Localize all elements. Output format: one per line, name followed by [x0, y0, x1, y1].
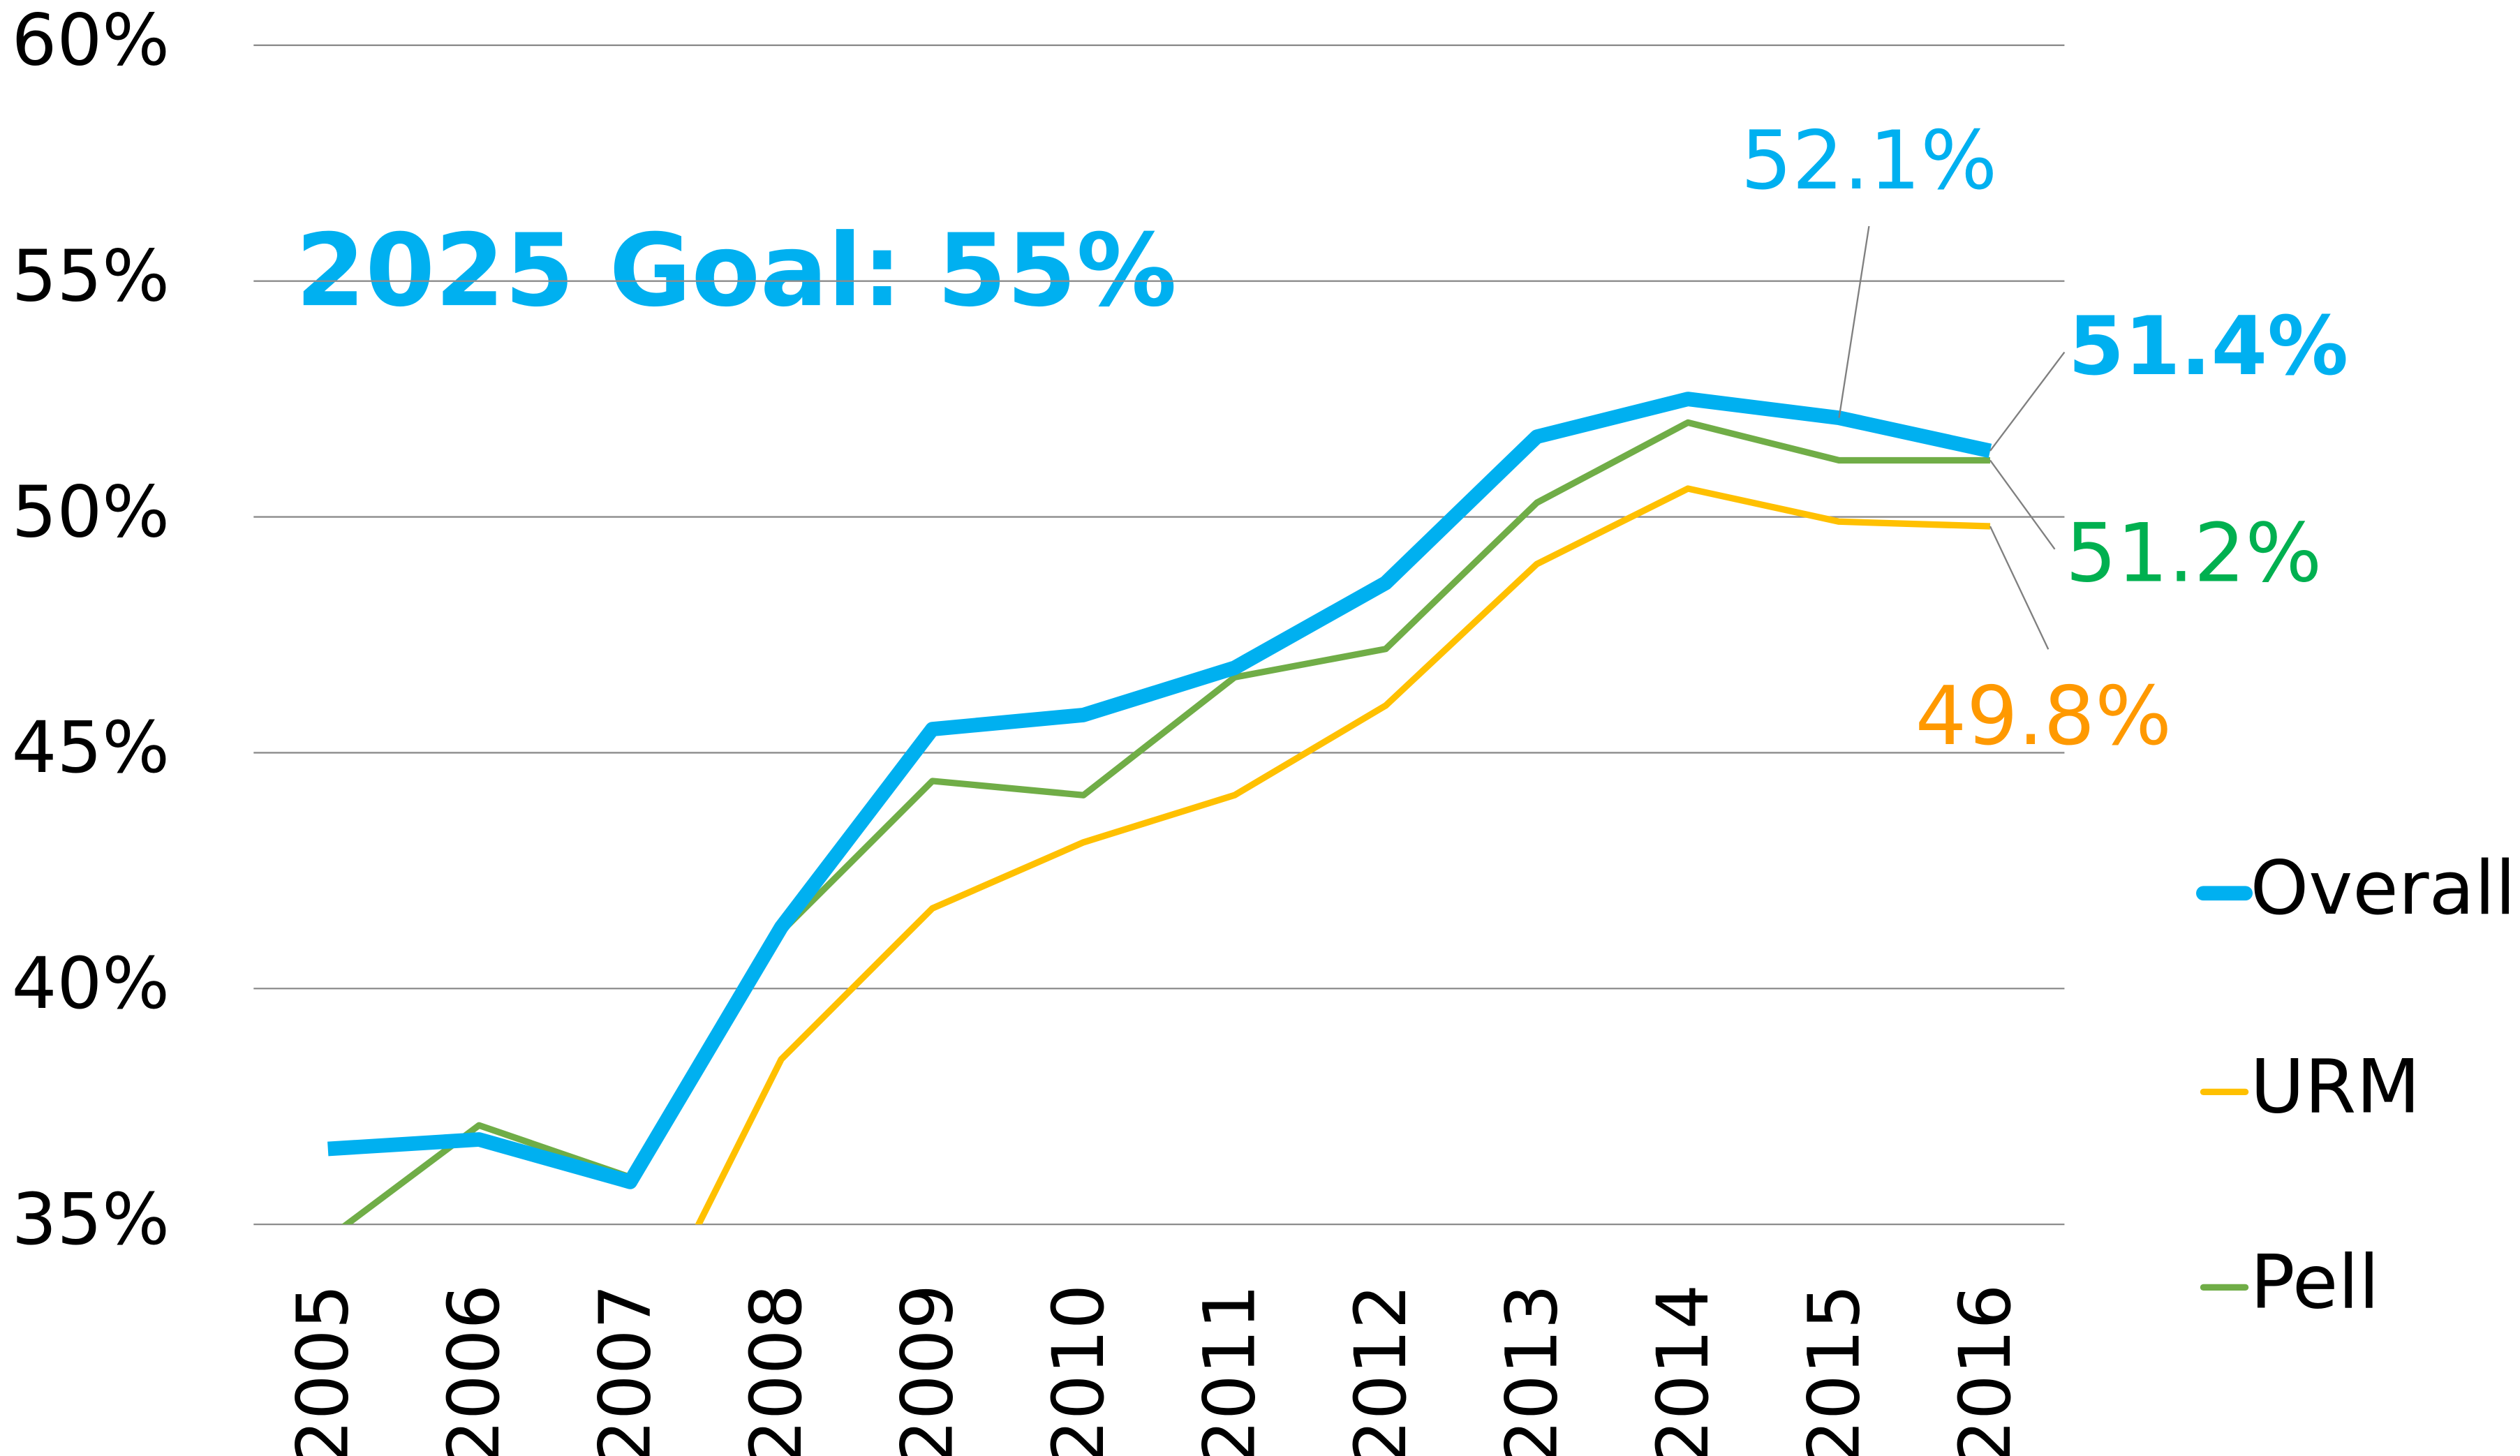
leader-line	[1838, 225, 1870, 418]
legend-label: URM	[2251, 1044, 2421, 1131]
x-tick-label: 2010	[1037, 1284, 1120, 1456]
x-tick-label: 2012	[1340, 1284, 1423, 1456]
y-tick-label: 40%	[12, 942, 170, 1025]
x-tick-label: 2015	[1793, 1284, 1876, 1456]
plot-area	[327, 392, 1992, 1225]
y-tick-label: 45%	[12, 706, 170, 789]
data-label: 52.1%	[1741, 114, 1998, 208]
leader-line	[1989, 459, 2056, 550]
y-tick-label: 60%	[12, 0, 170, 82]
y-tick-label: 50%	[12, 470, 170, 554]
data-label: 51.4%	[2068, 300, 2348, 394]
x-tick-label: 2006	[433, 1284, 516, 1456]
series-line	[341, 419, 1990, 1225]
leader-line	[1989, 526, 2050, 650]
leader-line	[1989, 351, 2066, 452]
series-line	[695, 485, 1991, 1225]
x-tick-label: 2011	[1188, 1284, 1271, 1456]
data-label: 51.2%	[2066, 507, 2322, 600]
x-tick-label: 2013	[1490, 1284, 1573, 1456]
y-tick-label: 55%	[12, 235, 170, 318]
x-tick-label: 2014	[1642, 1284, 1725, 1456]
goal-annotation: 2025 Goal: 55%	[295, 212, 1176, 329]
x-tick-label: 2016	[1944, 1284, 2027, 1456]
series-line	[327, 392, 1992, 1189]
x-tick-label: 2007	[584, 1284, 667, 1456]
legend-label: Pell	[2251, 1240, 2380, 1326]
x-tick-label: 2009	[886, 1284, 969, 1456]
legend-label: Overall	[2251, 845, 2516, 932]
x-tick-label: 2008	[735, 1284, 818, 1456]
y-tick-label: 35%	[12, 1178, 170, 1261]
x-tick-label: 2005	[282, 1284, 365, 1456]
data-label: 49.8%	[1915, 670, 2172, 764]
